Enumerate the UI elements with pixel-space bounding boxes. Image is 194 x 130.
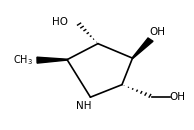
Text: CH$_3$: CH$_3$: [12, 53, 33, 67]
Text: HO: HO: [52, 17, 68, 27]
Text: OH: OH: [169, 92, 185, 102]
Text: NH: NH: [76, 101, 92, 111]
Polygon shape: [132, 38, 153, 58]
Text: OH: OH: [150, 27, 166, 37]
Polygon shape: [37, 57, 67, 63]
